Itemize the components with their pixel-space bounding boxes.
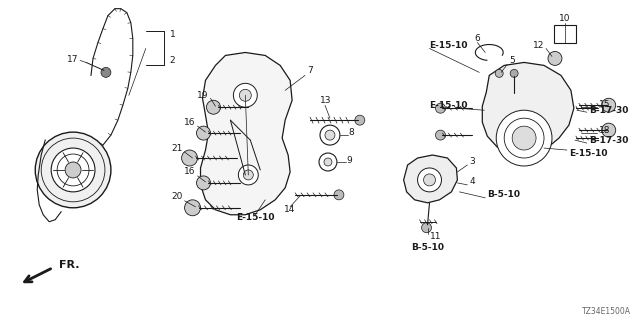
Circle shape xyxy=(435,103,445,113)
Circle shape xyxy=(495,69,503,77)
Text: 21: 21 xyxy=(172,144,182,153)
Text: 16: 16 xyxy=(184,118,196,127)
Circle shape xyxy=(65,162,81,178)
Text: 5: 5 xyxy=(509,56,515,65)
Circle shape xyxy=(207,100,220,114)
Text: B-17-30: B-17-30 xyxy=(589,106,628,115)
Text: FR.: FR. xyxy=(59,260,79,269)
Text: 7: 7 xyxy=(307,66,313,75)
Text: 19: 19 xyxy=(197,91,209,100)
Circle shape xyxy=(319,153,337,171)
Text: 8: 8 xyxy=(348,128,354,137)
Text: B-5-10: B-5-10 xyxy=(411,243,444,252)
Circle shape xyxy=(602,123,616,137)
Text: 9: 9 xyxy=(346,156,351,164)
Circle shape xyxy=(238,165,259,185)
Text: B-5-10: B-5-10 xyxy=(487,190,520,199)
Circle shape xyxy=(320,125,340,145)
Text: 18: 18 xyxy=(599,126,611,135)
Circle shape xyxy=(496,110,552,166)
Circle shape xyxy=(548,52,562,65)
Text: 3: 3 xyxy=(469,157,475,166)
Polygon shape xyxy=(404,155,458,203)
Circle shape xyxy=(184,200,200,216)
Text: 6: 6 xyxy=(474,34,480,43)
Text: 1: 1 xyxy=(170,30,175,39)
Circle shape xyxy=(182,150,198,166)
Circle shape xyxy=(417,168,442,192)
Text: 11: 11 xyxy=(429,232,441,241)
Text: 12: 12 xyxy=(532,41,544,50)
Text: 16: 16 xyxy=(184,167,196,176)
Circle shape xyxy=(243,170,253,180)
Circle shape xyxy=(325,130,335,140)
Circle shape xyxy=(424,174,435,186)
FancyBboxPatch shape xyxy=(554,25,576,43)
Text: 20: 20 xyxy=(172,192,182,201)
Text: 17: 17 xyxy=(67,55,78,64)
Text: E-15-10: E-15-10 xyxy=(569,148,607,157)
Circle shape xyxy=(510,69,518,77)
Circle shape xyxy=(355,115,365,125)
Circle shape xyxy=(35,132,111,208)
Circle shape xyxy=(334,190,344,200)
Text: 10: 10 xyxy=(559,14,571,23)
Text: 2: 2 xyxy=(170,56,175,65)
Text: E-15-10: E-15-10 xyxy=(429,41,468,50)
Polygon shape xyxy=(200,52,292,215)
Text: B-17-30: B-17-30 xyxy=(589,136,628,145)
Circle shape xyxy=(602,98,616,112)
Text: 15: 15 xyxy=(599,100,611,109)
Text: E-15-10: E-15-10 xyxy=(236,213,275,222)
Text: 4: 4 xyxy=(469,177,475,187)
Circle shape xyxy=(196,126,211,140)
Circle shape xyxy=(422,223,431,233)
Circle shape xyxy=(512,126,536,150)
Circle shape xyxy=(435,130,445,140)
Text: 13: 13 xyxy=(320,96,332,105)
Text: E-15-10: E-15-10 xyxy=(429,101,468,110)
Circle shape xyxy=(51,148,95,192)
Circle shape xyxy=(196,176,211,190)
Circle shape xyxy=(324,158,332,166)
Circle shape xyxy=(239,89,252,101)
Circle shape xyxy=(234,83,257,107)
Polygon shape xyxy=(483,62,574,155)
Circle shape xyxy=(101,68,111,77)
Text: 14: 14 xyxy=(284,205,296,214)
Text: TZ34E1500A: TZ34E1500A xyxy=(582,307,630,316)
